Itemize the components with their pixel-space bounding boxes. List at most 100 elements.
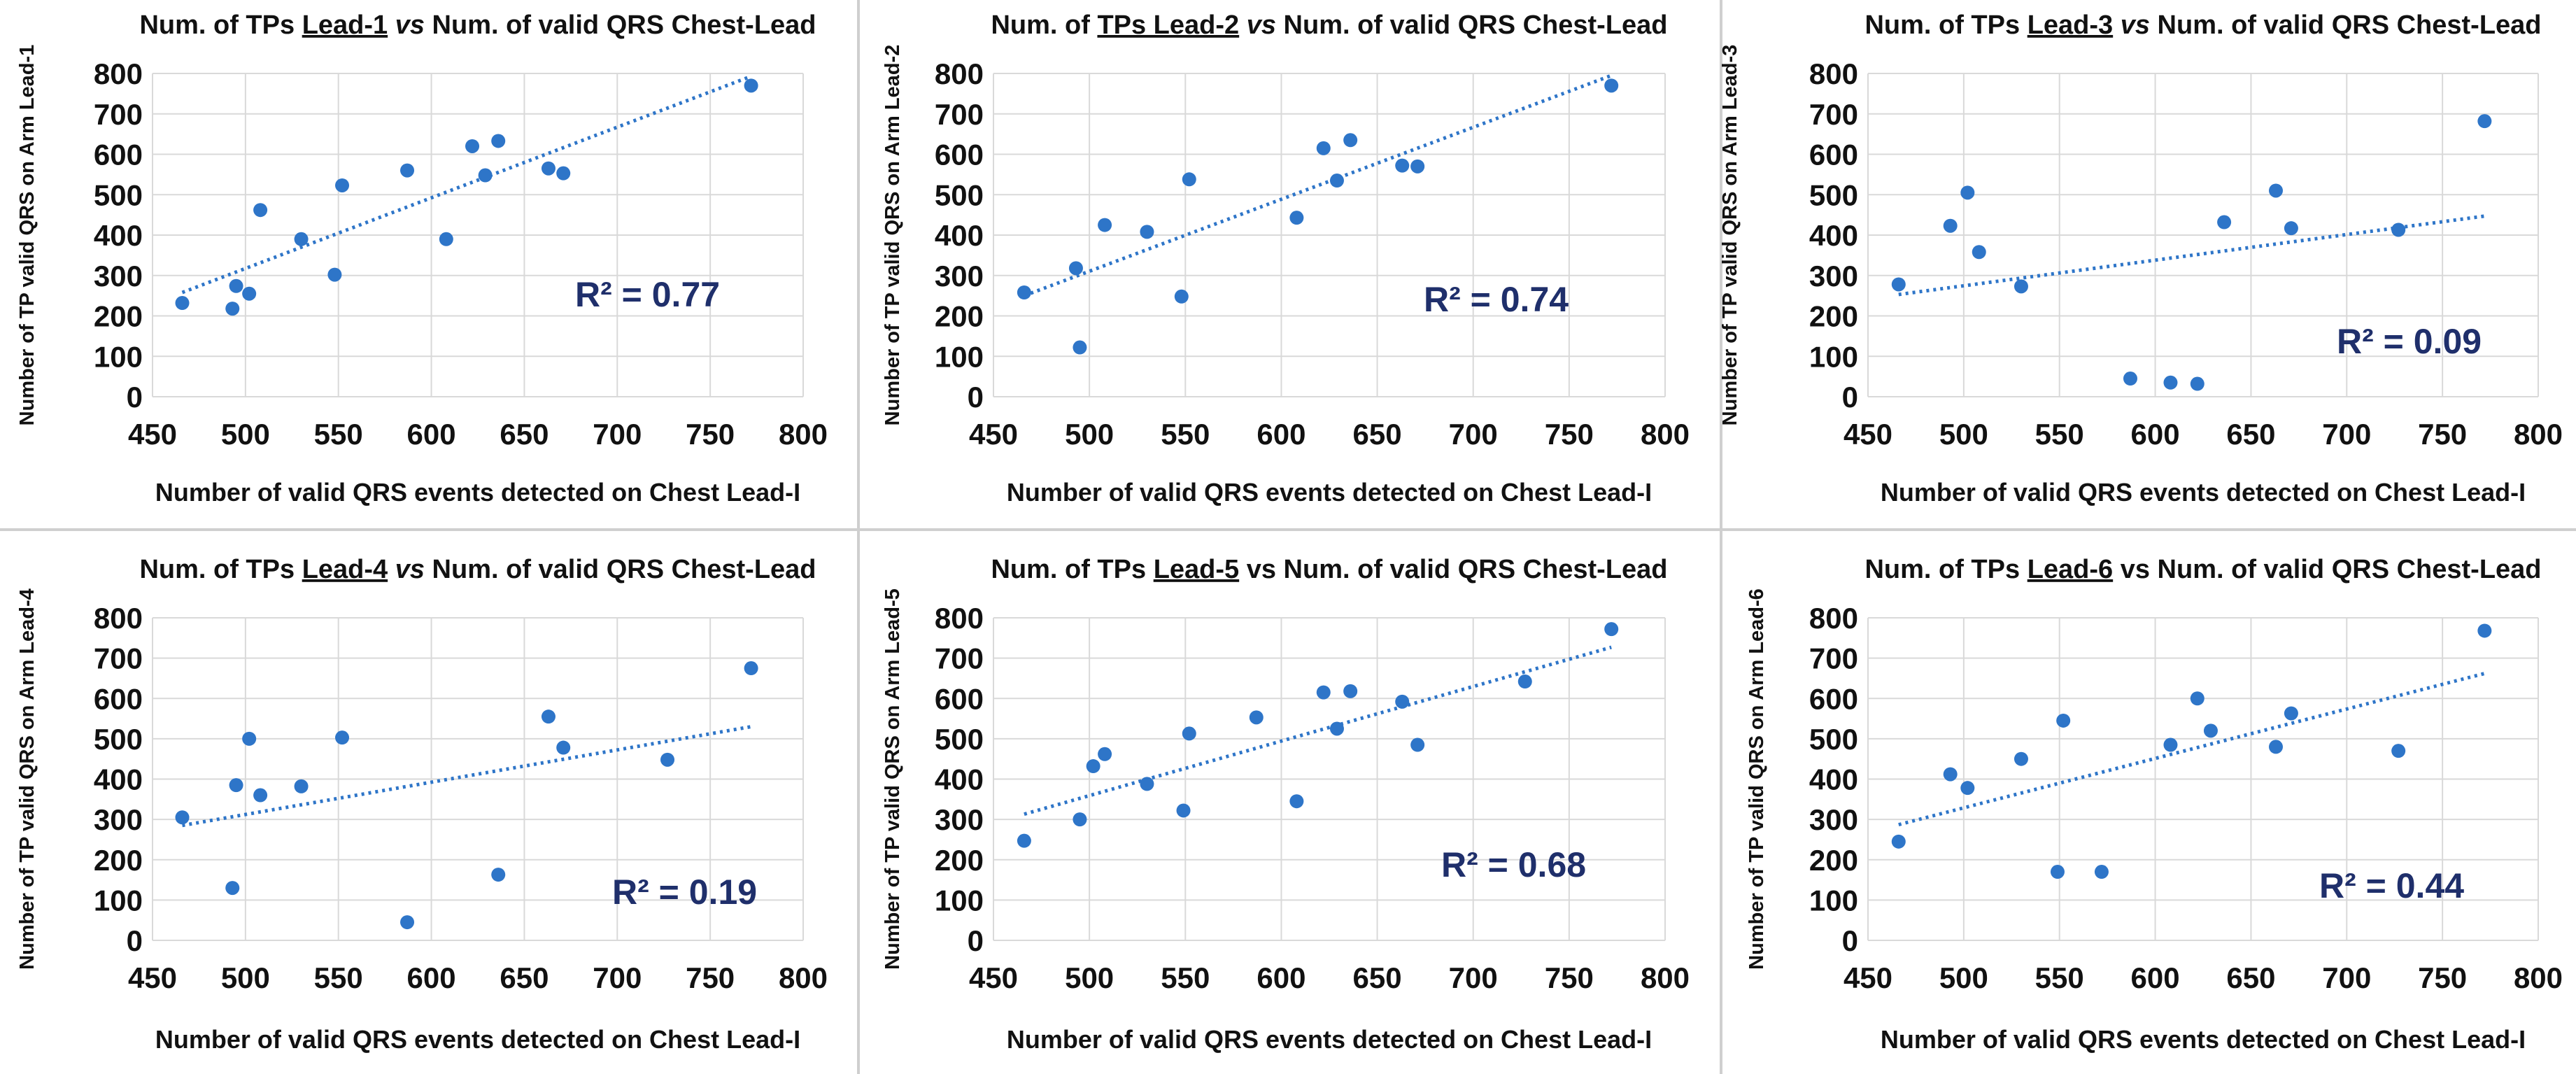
data-point [1140, 225, 1154, 239]
data-point [1174, 289, 1189, 304]
data-point [1176, 803, 1191, 818]
chart-lead-2: 0 100 200 300 400 500 600 700 800 450 500 550 600 650… [882, 10, 1690, 507]
x-tick-label: 750 [1545, 418, 1594, 451]
chart-title: Num. of TPs Lead-6 vs Num. of valid QRS … [1864, 555, 2541, 584]
x-tick-label: 700 [1449, 961, 1498, 994]
y-tick-label: 100 [935, 884, 984, 917]
x-tick-label: 450 [969, 961, 1018, 994]
y-tick-label: 200 [1809, 300, 1858, 333]
data-point [335, 730, 350, 745]
y-tick-label: 0 [968, 381, 984, 414]
data-point [2284, 221, 2298, 236]
chart-title-lead: Lead-4 [302, 555, 388, 584]
y-axis-label: Number of TP valid QRS on Arm Lead-1 [16, 45, 38, 426]
trendline [1024, 645, 1612, 817]
data-point [2163, 375, 2178, 390]
data-point [2014, 751, 2028, 766]
y-tick-label: 200 [94, 844, 143, 877]
x-tick-label: 550 [1161, 418, 1210, 451]
x-axis-label: Number of valid QRS events detected on C… [1881, 1025, 2526, 1054]
data-point [2477, 114, 2492, 129]
y-tick-label: 800 [1809, 602, 1858, 635]
data-point [1943, 218, 1958, 233]
chart-title-suffix: Num. of valid QRS Chest-Lead [2150, 555, 2542, 584]
y-tick-label: 500 [935, 178, 984, 211]
x-axis-label: Number of valid QRS events detected on C… [1007, 478, 1652, 507]
data-point [465, 139, 480, 153]
x-tick-label: 550 [1161, 961, 1210, 994]
data-point [2391, 744, 2406, 758]
y-axis-label: Number of TP valid QRS on Arm Lead-5 [882, 588, 904, 970]
y-tick-label: 300 [1809, 260, 1858, 292]
data-point [2056, 713, 2071, 728]
data-point [175, 810, 190, 825]
data-point [1972, 245, 1986, 260]
x-tick-label: 550 [314, 961, 363, 994]
data-point [1395, 158, 1410, 173]
x-tick-label: 450 [969, 418, 1018, 451]
data-point [1395, 694, 1410, 709]
x-tick-label: 800 [779, 418, 828, 451]
x-tick-label: 750 [686, 961, 735, 994]
y-tick-label: 500 [935, 723, 984, 756]
r-squared-label: R² = 0.19 [612, 872, 757, 912]
x-tick-label: 700 [2322, 961, 2371, 994]
data-point [2284, 706, 2298, 721]
y-tick-label: 600 [94, 139, 143, 171]
y-tick-label: 300 [94, 803, 143, 836]
data-point [1410, 737, 1425, 752]
data-point [556, 740, 571, 755]
x-tick-label: 650 [500, 961, 549, 994]
x-axis-label: Number of valid QRS events detected on C… [155, 478, 800, 507]
data-point [1517, 674, 1532, 689]
y-tick-label: 400 [1809, 219, 1858, 252]
data-point [229, 278, 243, 293]
chart-title-prefix: Num. of TPs [1864, 555, 2027, 584]
x-axis-label: Number of valid QRS events detected on C… [1007, 1025, 1652, 1054]
chart-title-suffix: Num. of valid QRS Chest-Lead [2150, 10, 2542, 40]
data-point [2190, 691, 2205, 706]
data-point [1604, 78, 1619, 93]
x-tick-label: 500 [1939, 418, 1988, 451]
trendline [1898, 672, 2485, 827]
data-point [1017, 833, 1031, 848]
y-tick-label: 700 [94, 98, 143, 131]
y-tick-label: 300 [935, 803, 984, 836]
data-point [327, 267, 342, 282]
data-point [1960, 781, 1975, 796]
trendline [1898, 214, 2485, 297]
y-tick-label: 100 [1809, 884, 1858, 917]
y-tick-label: 600 [935, 682, 984, 715]
chart-title-prefix: Num. of TPs [139, 555, 302, 584]
y-tick-label: 200 [1809, 844, 1858, 877]
y-tick-label: 200 [935, 844, 984, 877]
data-point [541, 709, 555, 724]
x-tick-label: 650 [500, 418, 549, 451]
y-tick-label: 500 [1809, 178, 1858, 211]
data-point [2269, 183, 2284, 198]
data-point [2203, 723, 2218, 738]
data-point [541, 161, 555, 176]
chart-title-suffix: Num. of valid QRS Chest-Lead [425, 555, 816, 584]
chart-lead-5: 0 100 200 300 400 500 600 700 800 450 500 550 600 650… [882, 555, 1690, 1054]
y-tick-label: 300 [1809, 803, 1858, 836]
y-tick-label: 500 [94, 723, 143, 756]
x-tick-label: 500 [1065, 961, 1114, 994]
y-tick-label: 100 [94, 884, 143, 917]
chart-title-vs: vs [2113, 555, 2150, 584]
x-tick-label: 600 [407, 961, 456, 994]
data-point [1891, 277, 1906, 292]
y-tick-label: 800 [94, 57, 143, 90]
data-point [1068, 261, 1083, 276]
data-point [2014, 279, 2028, 294]
x-tick-label: 650 [2226, 961, 2275, 994]
x-tick-label: 500 [1939, 961, 1988, 994]
y-tick-label: 400 [935, 763, 984, 796]
data-point [2391, 222, 2406, 237]
data-point [1289, 794, 1304, 809]
x-tick-label: 600 [1257, 418, 1305, 451]
x-tick-label: 500 [1065, 418, 1114, 451]
data-point [556, 166, 571, 181]
data-point [1073, 812, 1087, 827]
data-point [253, 788, 268, 803]
